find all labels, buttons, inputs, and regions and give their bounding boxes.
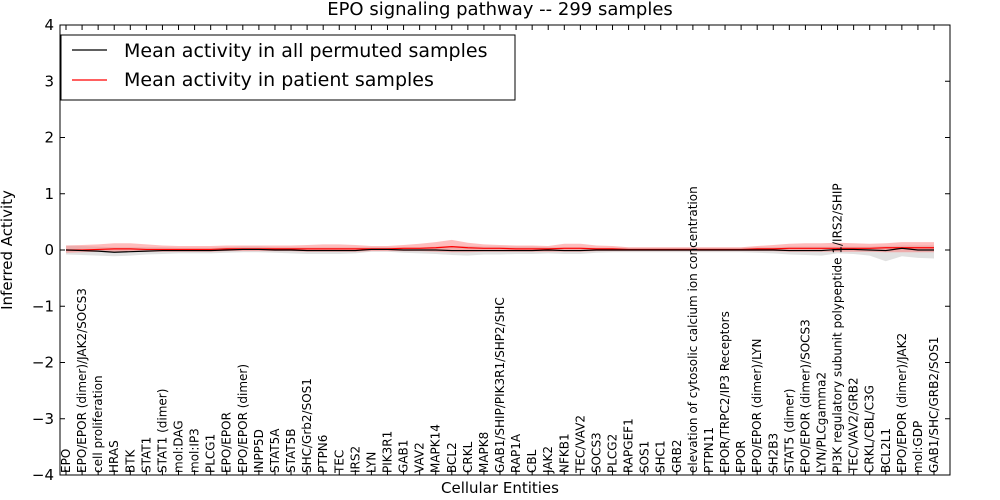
xtick-label: GAB1/SHC/GRB2/SOS1 xyxy=(927,337,941,473)
xtick-label: TEC/VAV2 xyxy=(573,415,587,474)
xtick-label: STAT1 (dimer) xyxy=(155,389,169,473)
xtick-label: LYN xyxy=(364,452,378,473)
line-series-2 xyxy=(66,246,934,251)
ytick-label: −4 xyxy=(32,466,54,484)
xtick-label: mol:DAG xyxy=(172,420,186,473)
line-series-1 xyxy=(65,247,934,253)
xtick-label: PI3K regulatory subunit polypeptide 1/IR… xyxy=(831,183,845,473)
xtick-label: JAK2 xyxy=(541,446,555,474)
xtick-label: CRKL/CBL/C3G xyxy=(863,385,877,473)
xtick-label: GRB2 xyxy=(670,439,684,473)
legend-label-permuted: Mean activity in all permuted samples xyxy=(124,40,487,62)
xtick-label: STAT1 xyxy=(139,437,153,473)
xtick-label: EPO xyxy=(59,449,73,473)
xtick-label: mol:IP3 xyxy=(188,428,202,473)
ytick-label: −1 xyxy=(32,297,54,315)
lines-layer xyxy=(65,246,934,253)
xtick-label: GAB1 xyxy=(397,440,411,473)
xtick-label: IRS2 xyxy=(348,446,362,473)
ytick-label: 3 xyxy=(44,72,54,90)
ytick-label: 0 xyxy=(44,241,54,259)
xtick-label: CBL xyxy=(525,449,539,473)
ytick-label: 4 xyxy=(44,16,54,34)
xtick-label: LYN/PLCgamma2 xyxy=(815,372,829,473)
xtick-label: SHC/Grb2/SOS1 xyxy=(300,378,314,473)
xtick-label: BTK xyxy=(123,448,137,473)
legend: Mean activity in all permuted samples Me… xyxy=(60,34,516,101)
xtick-label: TEC/VAV2/GRB2 xyxy=(847,377,861,474)
xtick-label: BCL2L1 xyxy=(879,428,893,473)
xtick-label: elevation of cytosolic calcium ion conce… xyxy=(686,186,700,473)
xtick-label: PLCG1 xyxy=(204,434,218,473)
xtick-label: EPO/EPOR (dimer)/JAK2/SOCS3 xyxy=(75,288,89,473)
xtick-label: SHC1 xyxy=(654,440,668,473)
xtick-label: EPO/EPOR xyxy=(220,412,234,473)
xtick-label: SH2B3 xyxy=(766,433,780,473)
xtick-label: cell proliferation xyxy=(91,375,105,473)
xtick-label: PTPN6 xyxy=(316,435,330,473)
ytick-label: −3 xyxy=(32,410,54,428)
plot-frame xyxy=(59,24,951,476)
xtick-label: STAT5 (dimer) xyxy=(782,389,796,473)
x-axis-label: Cellular Entities xyxy=(441,479,559,497)
xtick-label: EPOR xyxy=(734,440,748,473)
y-axis-label: Inferred Activity xyxy=(0,190,16,310)
xtick-label: BCL2 xyxy=(445,442,459,473)
xtick-label: RAP1A xyxy=(509,433,523,473)
chart-title: EPO signaling pathway -- 299 samples xyxy=(327,0,673,20)
xtick-label: CRKL xyxy=(461,441,475,473)
xtick-label: VAV2 xyxy=(413,442,427,473)
xtick-label: NFKB1 xyxy=(557,433,571,473)
xtick-label: STAT5A xyxy=(268,428,282,473)
xtick-label: TEC xyxy=(332,450,346,474)
xtick-label: SOS1 xyxy=(638,441,652,473)
xtick-label: HRAS xyxy=(107,440,121,473)
xtick-label: PIK3R1 xyxy=(381,431,395,473)
xtick-label: MAPK8 xyxy=(477,432,491,473)
xtick-label: SOCS3 xyxy=(589,432,603,473)
xtick-label: INPP5D xyxy=(252,429,266,473)
xtick-label: STAT5B xyxy=(284,429,298,474)
legend-label-patient: Mean activity in patient samples xyxy=(124,69,434,91)
ytick-label: 2 xyxy=(44,129,54,147)
legend-box xyxy=(60,34,516,101)
xtick-label: GAB1/SHIP/PIK3R1/SHP2/SHC xyxy=(493,297,507,473)
ytick-label: −2 xyxy=(32,354,54,372)
xtick-label: EPO/EPOR (dimer)/LYN xyxy=(750,339,764,473)
ytick-label: 1 xyxy=(44,185,54,203)
xtick-label: EPO/EPOR (dimer)/JAK2 xyxy=(895,333,909,473)
xtick-label: PLCG2 xyxy=(606,434,620,473)
xtick-label: mol:GDP xyxy=(911,421,925,473)
xtick-label: EPO/EPOR (dimer) xyxy=(236,364,250,473)
xtick-label: EPO/EPOR (dimer)/SOCS3 xyxy=(798,319,812,473)
xtick-label: RAPGEF1 xyxy=(622,418,636,473)
xtick-label: EPOR/TRPC2/IP3 Receptors xyxy=(718,311,732,473)
xtick-label: PTPN11 xyxy=(702,427,716,473)
ticks-layer: −4 −3 −2 −1 0 1 2 3 4 EPO EPO/EPOR (dimer)/JAK2/SO… xyxy=(32,16,950,484)
xtick-label: MAPK14 xyxy=(429,424,443,473)
